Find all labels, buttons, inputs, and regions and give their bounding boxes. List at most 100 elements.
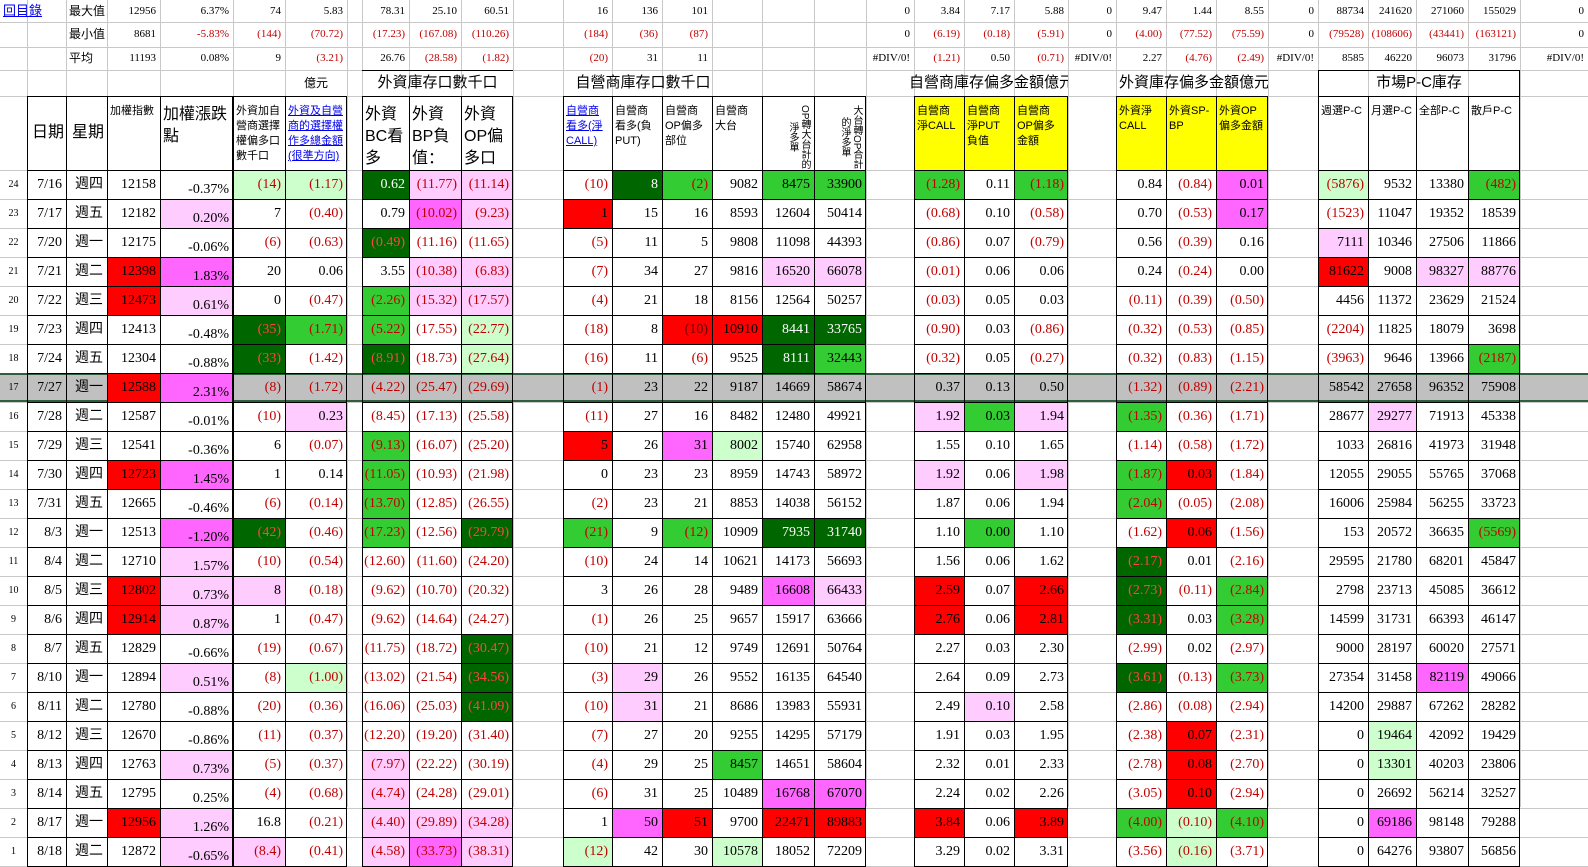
table-cell-pc1[interactable]: 153 xyxy=(1343,525,1364,540)
table-cell-fa1[interactable]: 0.84 xyxy=(1137,177,1163,192)
table-cell-chg[interactable]: 1.45% xyxy=(160,460,233,489)
table-cell-do4[interactable]: 9816 xyxy=(730,264,758,279)
table-cell-da2[interactable]: 0.07 xyxy=(985,583,1011,598)
table-cell-fa3[interactable]: 0.17 xyxy=(1216,199,1268,228)
table-cell-fc1[interactable]: (5) xyxy=(264,757,281,772)
table-cell-do4[interactable]: 9749 xyxy=(730,641,758,656)
table-cell-pc2[interactable]: 9646 xyxy=(1384,351,1412,366)
table-cell-idx[interactable]: 12802 xyxy=(107,576,160,605)
table-cell-date[interactable]: 7/29 xyxy=(37,438,62,453)
table-cell-pc3[interactable]: 96352 xyxy=(1429,380,1464,395)
table-cell-fa3[interactable]: (1.72) xyxy=(1230,438,1264,453)
table-cell-pc4[interactable]: 49066 xyxy=(1481,670,1516,685)
table-cell-fa2[interactable]: (0.58) xyxy=(1178,438,1212,453)
table-cell-n[interactable]: 9 xyxy=(11,614,16,625)
table-cell-v1[interactable]: 12604 xyxy=(775,206,810,221)
table-cell-fo1[interactable]: (13.70) xyxy=(362,489,409,518)
table-cell-fa3[interactable]: (3.71) xyxy=(1230,844,1264,859)
table-cell-da1[interactable]: 0.37 xyxy=(935,380,961,395)
table-cell-fc1[interactable]: 6 xyxy=(274,438,281,453)
table-cell-idx[interactable]: 12780 xyxy=(121,699,156,714)
table-cell-do1[interactable]: (21) xyxy=(563,518,612,547)
table-cell-do2[interactable]: 34 xyxy=(644,264,658,279)
table-cell-pc2[interactable]: 10346 xyxy=(1377,235,1412,250)
table-cell-v1[interactable]: 16608 xyxy=(762,576,814,605)
table-cell-v2[interactable]: 50414 xyxy=(827,206,862,221)
table-cell-wd[interactable]: 週三 xyxy=(75,583,103,598)
table-cell-da1[interactable]: 2.27 xyxy=(935,641,961,656)
table-cell-fc1[interactable]: (8.4) xyxy=(233,837,285,866)
table-cell-fc2[interactable]: (0.37) xyxy=(309,728,343,743)
table-cell-da2[interactable]: 0.03 xyxy=(964,402,1014,431)
table-cell-v1[interactable]: 14743 xyxy=(775,467,810,482)
table-cell-idx[interactable]: 12670 xyxy=(121,728,156,743)
table-cell-v1[interactable]: 7935 xyxy=(762,518,814,547)
table-cell-date[interactable]: 8/14 xyxy=(37,786,62,801)
table-cell-do3[interactable]: 12 xyxy=(694,641,708,656)
table-cell-pc1[interactable]: 29595 xyxy=(1329,554,1364,569)
table-cell-pc2[interactable]: 11047 xyxy=(1377,206,1412,221)
table-cell-pc2[interactable]: 11372 xyxy=(1377,293,1412,308)
table-cell-date[interactable]: 7/17 xyxy=(37,206,62,221)
table-cell-fa3[interactable]: 0.16 xyxy=(1239,235,1265,250)
table-cell-v1[interactable]: 8475 xyxy=(762,170,814,199)
table-cell-idx[interactable]: 12710 xyxy=(121,554,156,569)
table-cell-pc4[interactable]: 3698 xyxy=(1488,322,1516,337)
table-cell-idx[interactable]: 12956 xyxy=(107,808,160,837)
table-cell-fo3[interactable]: (6.83) xyxy=(461,257,513,286)
table-cell-fo2[interactable]: (21.54) xyxy=(416,670,457,685)
table-cell-pc3[interactable]: 36635 xyxy=(1429,525,1464,540)
table-cell-fa1[interactable]: (2.99) xyxy=(1128,641,1162,656)
table-cell-pc4[interactable]: 36612 xyxy=(1481,583,1516,598)
table-cell-pc4[interactable]: 28282 xyxy=(1481,699,1516,714)
table-cell-pc1[interactable]: (5876) xyxy=(1318,170,1368,199)
table-cell-fa2[interactable]: (0.53) xyxy=(1178,206,1212,221)
table-cell-do1[interactable]: (2) xyxy=(591,496,608,511)
table-cell-fo3[interactable]: (34.56) xyxy=(461,663,513,692)
table-cell-fa1[interactable]: (0.32) xyxy=(1128,322,1162,337)
table-cell-da3[interactable]: (0.79) xyxy=(1030,235,1064,250)
table-cell-chg[interactable]: 1.26% xyxy=(160,808,233,837)
table-cell-fa3[interactable]: (2.21) xyxy=(1230,380,1264,395)
table-cell-fo2[interactable]: (10.02) xyxy=(409,199,461,228)
table-cell-fo3[interactable]: (20.32) xyxy=(468,583,509,598)
table-cell-da3[interactable]: 3.89 xyxy=(1014,808,1068,837)
table-cell-da1[interactable]: (0.01) xyxy=(926,264,960,279)
table-cell-fo3[interactable]: (9.23) xyxy=(461,199,513,228)
table-cell-fa2[interactable]: 0.08 xyxy=(1166,750,1216,779)
table-cell-date[interactable]: 7/23 xyxy=(37,322,62,337)
table-cell-v1[interactable]: 13983 xyxy=(775,699,810,714)
table-cell-wd[interactable]: 週五 xyxy=(75,206,103,221)
table-cell-do1[interactable]: (6) xyxy=(591,786,608,801)
table-cell-fc2[interactable]: 0.06 xyxy=(318,264,344,279)
table-cell-pc2[interactable]: 26816 xyxy=(1377,438,1412,453)
table-cell-chg[interactable]: 0.73% xyxy=(160,750,233,779)
table-cell-da3[interactable]: 1.62 xyxy=(1039,554,1065,569)
table-cell-fa1[interactable]: (1.14) xyxy=(1128,438,1162,453)
table-cell-fa3[interactable]: (3.28) xyxy=(1216,605,1268,634)
table-cell-idx[interactable]: 12541 xyxy=(121,438,156,453)
table-cell-da2[interactable]: 0.03 xyxy=(985,728,1011,743)
table-cell-n[interactable]: 8 xyxy=(11,643,16,654)
table-cell-da3[interactable]: 2.81 xyxy=(1014,605,1068,634)
table-cell-fo1[interactable]: (12.20) xyxy=(364,728,405,743)
table-cell-n[interactable]: 10 xyxy=(8,585,19,596)
table-cell-wd[interactable]: 週四 xyxy=(75,467,103,482)
table-cell-pc3[interactable]: 56214 xyxy=(1429,786,1464,801)
table-cell-pc3[interactable]: 42092 xyxy=(1429,728,1464,743)
table-cell-pc4[interactable]: 18539 xyxy=(1481,206,1516,221)
table-cell-fo2[interactable]: (17.13) xyxy=(416,409,457,424)
table-cell-date[interactable]: 8/4 xyxy=(44,554,62,569)
table-cell-fa2[interactable]: 0.06 xyxy=(1166,518,1216,547)
table-cell-n[interactable]: 5 xyxy=(11,730,16,741)
table-cell-pc1[interactable]: 0 xyxy=(1357,786,1364,801)
table-cell-fc2[interactable]: (1.42) xyxy=(309,351,343,366)
table-cell-chg[interactable]: 0.61% xyxy=(160,286,233,315)
table-cell-fa3[interactable]: 0.00 xyxy=(1239,264,1265,279)
table-cell-idx[interactable]: 12413 xyxy=(121,322,156,337)
table-cell-chg[interactable]: -0.66% xyxy=(188,646,229,661)
table-cell-wd[interactable]: 週五 xyxy=(75,496,103,511)
table-cell-pc2[interactable]: 69186 xyxy=(1368,808,1416,837)
table-cell-fa2[interactable]: (0.11) xyxy=(1178,583,1212,598)
table-cell-fc1[interactable]: 8 xyxy=(233,576,285,605)
